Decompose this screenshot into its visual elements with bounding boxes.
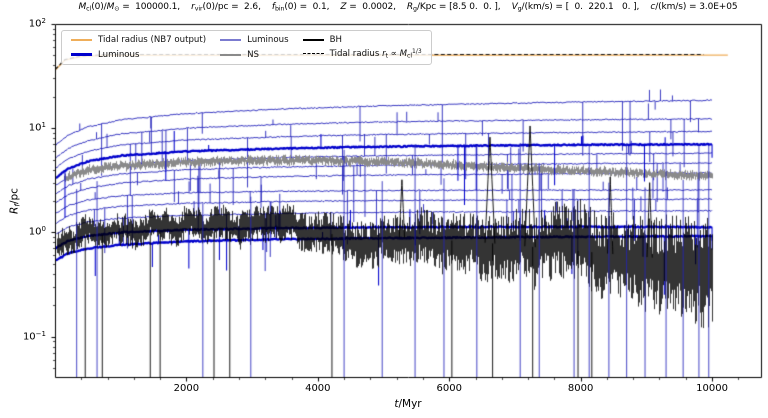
text-segment: r <box>191 2 195 12</box>
legend-item: Tidal radius rt ∝ Mcl1/3 <box>302 48 422 60</box>
text-segment: NS <box>247 49 259 60</box>
legend-item-label: Luminous <box>98 50 139 60</box>
text-segment: Luminous <box>247 35 289 45</box>
text-segment: /(km/s) = 3.0E+05 <box>655 2 738 12</box>
text-segment: t <box>394 398 399 410</box>
y-tick-label: 100 <box>28 225 46 238</box>
text-segment: R <box>406 2 414 12</box>
legend-item: BH <box>302 35 422 45</box>
legend-item: Tidal radius (NB7 output) <box>71 35 206 45</box>
text-segment: (0) = 0.1, <box>284 2 341 12</box>
legend-line-sample <box>71 53 92 56</box>
x-tick-label: 8000 <box>567 383 594 394</box>
x-tick-label: 10000 <box>696 383 728 394</box>
text-segment: M <box>399 49 408 59</box>
text-segment: 1/3 <box>412 48 422 55</box>
legend-column: BH Tidal radius rt ∝ Mcl1/3 <box>302 35 422 60</box>
text-segment: V <box>511 2 518 12</box>
legend-column: Tidal radius (NB7 output) Luminous <box>71 35 206 60</box>
text-segment: (0)/pc = 2.6, <box>202 2 272 12</box>
x-tick-label: 6000 <box>436 383 462 394</box>
legend-item-label: Luminous <box>247 35 288 45</box>
text-segment: BH <box>329 35 342 45</box>
text-segment: g <box>413 5 417 13</box>
text-segment: /(km/s) = [ 0. 220.1 0. ], <box>521 2 651 12</box>
y-tick-label: 102 <box>28 17 46 30</box>
text-segment: ⊙ <box>114 5 120 13</box>
legend-item: Luminous <box>220 35 289 45</box>
legend-line-sample <box>220 53 242 56</box>
text-segment: Luminous <box>98 49 140 60</box>
text-segment: R <box>8 206 21 214</box>
legend-item-label: Tidal radius rt ∝ Mcl1/3 <box>330 48 422 60</box>
text-segment: M <box>106 2 115 12</box>
legend-item: NS <box>220 50 288 60</box>
text-segment: = 100000.1, <box>119 2 192 12</box>
chart-title: Mcl(0)/M⊙ = 100000.1, rvir(0)/pc = 2.6, … <box>79 2 738 13</box>
legend-item-label: BH <box>330 35 342 45</box>
text-segment: M <box>78 2 87 12</box>
y-axis-label: Rf/pc <box>9 188 22 214</box>
text-segment: ∝ <box>388 49 400 59</box>
text-segment: cl <box>407 52 413 60</box>
text-segment: (0)/ <box>91 2 107 12</box>
legend-item-label: NS <box>247 50 259 60</box>
text-segment: r <box>382 49 386 59</box>
text-segment: Z <box>340 2 347 12</box>
text-segment: Tidal radius (NB7 output) <box>98 35 207 45</box>
x-tick-label: 4000 <box>305 383 331 394</box>
text-segment: /pc <box>8 188 21 205</box>
text-segment: f <box>271 2 275 12</box>
legend-line-sample <box>302 39 324 41</box>
y-tick-label: 101 <box>28 121 46 134</box>
text-segment: = 0.0002, <box>346 2 407 12</box>
text-segment: f <box>12 204 22 207</box>
legend-item-label: Tidal radius (NB7 output) <box>98 35 206 45</box>
legend-line-sample <box>220 39 242 41</box>
text-segment: /Kpc = [8.5 0. 0. ], <box>416 2 512 12</box>
legend-line-sample <box>302 53 324 55</box>
text-segment: vir <box>194 5 203 13</box>
text-segment: Tidal radius <box>329 49 383 59</box>
y-tick-label: 10−1 <box>22 329 46 343</box>
legend-column: Luminous NS <box>220 35 289 60</box>
text-segment: bin <box>274 5 285 13</box>
legend-item: Luminous <box>71 50 206 60</box>
text-segment: t <box>385 52 388 60</box>
x-axis-label: t/Myr <box>394 398 421 410</box>
legend-line-sample <box>71 39 92 41</box>
text-segment: cl <box>86 5 92 13</box>
text-segment: g <box>517 5 522 13</box>
x-tick-label: 2000 <box>173 383 200 394</box>
text-segment: /Myr <box>398 398 422 410</box>
text-segment: c <box>650 2 656 12</box>
legend: Tidal radius (NB7 output) Luminous Luminou… <box>61 30 432 65</box>
